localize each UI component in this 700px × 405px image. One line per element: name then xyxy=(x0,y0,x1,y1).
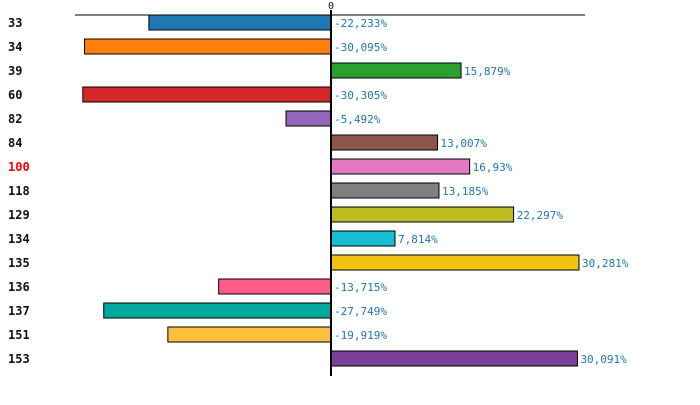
bar-134 xyxy=(330,230,396,247)
bar-60 xyxy=(82,86,332,103)
bar-153 xyxy=(330,350,578,367)
value-label: -27,749% xyxy=(334,305,387,318)
category-label: 134 xyxy=(8,232,30,246)
value-label: -22,233% xyxy=(334,17,387,30)
bar-39 xyxy=(330,62,462,79)
value-label: -19,919% xyxy=(334,329,387,342)
category-label: 84 xyxy=(8,136,22,150)
category-label: 137 xyxy=(8,304,30,318)
value-label: 15,879% xyxy=(464,65,511,78)
bar-100 xyxy=(330,158,471,175)
bar-84 xyxy=(330,134,439,151)
value-label: -30,095% xyxy=(334,41,387,54)
value-label: 16,93% xyxy=(473,161,513,174)
value-label: 22,297% xyxy=(517,209,564,222)
bar-129 xyxy=(330,206,515,223)
category-label: 39 xyxy=(8,64,22,78)
bar-151 xyxy=(167,326,332,343)
bar-137 xyxy=(103,302,332,319)
bar-135 xyxy=(330,254,580,271)
category-label: 60 xyxy=(8,88,22,102)
category-label: 151 xyxy=(8,328,30,342)
value-label: -30,305% xyxy=(334,89,387,102)
category-label: 135 xyxy=(8,256,30,270)
bar-82 xyxy=(285,110,332,127)
bar-136 xyxy=(218,278,332,295)
zero-tick-label: 0 xyxy=(328,1,334,12)
bar-118 xyxy=(330,182,440,199)
value-label: 13,185% xyxy=(442,185,489,198)
value-label: 30,281% xyxy=(582,257,629,270)
category-label: 33 xyxy=(8,16,22,30)
bar-34 xyxy=(84,38,332,55)
value-label: 30,091% xyxy=(580,353,627,366)
value-label: 7,814% xyxy=(398,233,438,246)
category-label: 82 xyxy=(8,112,22,126)
value-label: -5,492% xyxy=(334,113,381,126)
category-label: 34 xyxy=(8,40,22,54)
bar-33 xyxy=(148,14,332,31)
value-label: 13,007% xyxy=(441,137,488,150)
value-label: -13,715% xyxy=(334,281,387,294)
category-label: 136 xyxy=(8,280,30,294)
category-label: 118 xyxy=(8,184,30,198)
category-label: 129 xyxy=(8,208,30,222)
category-label: 100 xyxy=(8,160,30,174)
category-label: 153 xyxy=(8,352,30,366)
